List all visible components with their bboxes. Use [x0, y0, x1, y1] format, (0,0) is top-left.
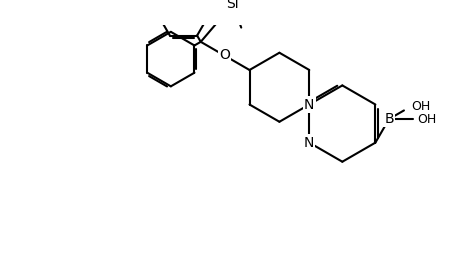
Text: O: O: [219, 48, 230, 63]
Text: N: N: [303, 136, 314, 150]
Text: Si: Si: [226, 0, 239, 11]
Text: B: B: [384, 112, 394, 126]
Text: N: N: [304, 98, 315, 111]
Text: OH: OH: [417, 113, 436, 126]
Text: OH: OH: [411, 100, 430, 113]
